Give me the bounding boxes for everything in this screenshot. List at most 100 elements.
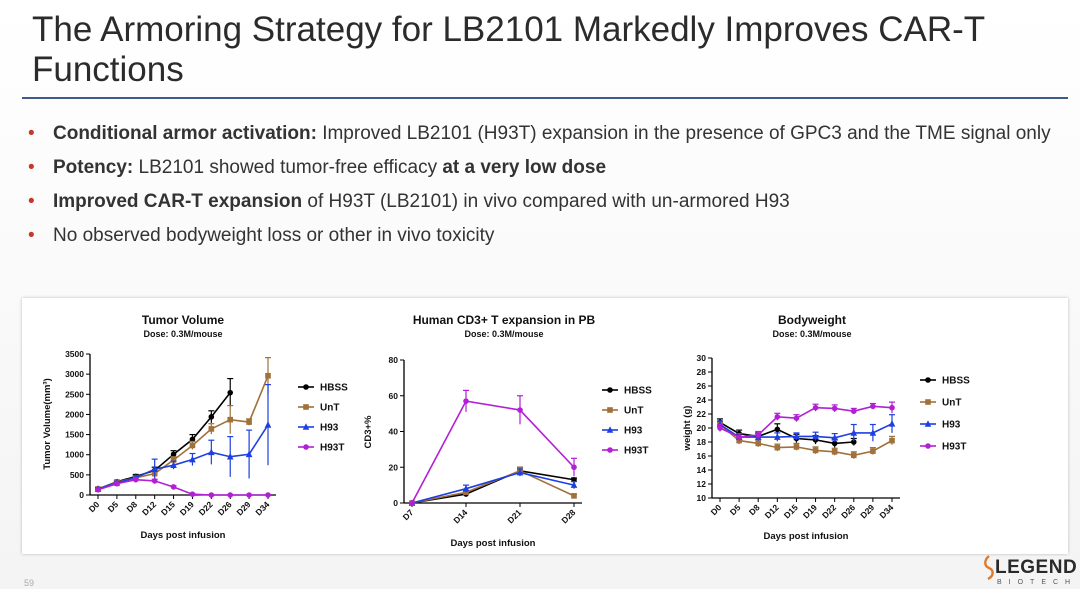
bullet-bold: Potency:: [53, 157, 134, 178]
y-axis-label: weight (g): [682, 406, 693, 452]
marker-square: [755, 440, 762, 447]
marker-dot: [736, 434, 742, 440]
x-tick-label: D15: [159, 499, 177, 517]
x-tick-label: D15: [782, 502, 800, 520]
bullet-bold: Conditional armor activation:: [53, 123, 317, 144]
marker-dot: [812, 404, 819, 411]
marker-triangle: [170, 461, 177, 468]
x-tick-label: D0: [87, 499, 102, 514]
y-tick-label: 24: [697, 395, 707, 405]
marker-square: [812, 447, 819, 454]
marker-dot: [774, 414, 781, 420]
marker-triangle: [516, 468, 524, 476]
marker-square: [265, 372, 271, 379]
slide-title: The Armoring Strategy for LB2101 Markedl…: [32, 10, 985, 89]
y-tick-label: 3000: [65, 369, 84, 379]
legend-label: UnT: [942, 398, 961, 409]
x-tick-label: D34: [877, 502, 895, 520]
marker-dot: [889, 404, 895, 411]
y-tick-label: 500: [70, 470, 84, 480]
marker-triangle: [570, 481, 578, 488]
bullet-bold-emphasis: at a very low dose: [442, 157, 607, 178]
marker-dot: [189, 491, 196, 497]
marker-square: [170, 457, 177, 463]
logo-sub: BIOTECH: [997, 579, 1078, 586]
marker-circle: [850, 439, 857, 445]
x-tick-label: D0: [709, 502, 724, 517]
marker-dot: [409, 500, 415, 506]
chart-title: Bodyweight: [778, 313, 846, 327]
bullet-item: • Conditional armor activation: Improved…: [28, 122, 1058, 145]
x-tick-label: D29: [234, 499, 252, 517]
marker-triangle: [245, 450, 253, 458]
y-tick-label: 60: [389, 391, 399, 401]
marker-square: [208, 426, 215, 432]
bullet-dot-icon: •: [28, 157, 35, 178]
series-line-H93: [719, 423, 893, 439]
y-tick-label: 14: [697, 465, 707, 475]
marker-square: [571, 493, 577, 499]
marker-triangle: [924, 420, 932, 427]
bullet-dot-icon: •: [28, 225, 35, 246]
marker-triangle: [793, 432, 800, 440]
legend-label: H93: [624, 426, 643, 437]
series-line-H93: [411, 471, 575, 504]
marker-circle: [774, 426, 781, 433]
marker-dot: [831, 405, 838, 412]
legend-label: H93: [320, 423, 339, 434]
chart-subtitle: Dose: 0.3M/mouse: [143, 329, 222, 339]
marker-square: [889, 437, 895, 444]
marker-triangle: [831, 434, 838, 441]
marker-square: [246, 419, 252, 425]
marker-dot: [571, 464, 577, 471]
marker-triangle: [226, 452, 234, 460]
marker-dot: [755, 432, 762, 438]
marker-square: [774, 444, 781, 451]
marker-dot: [303, 444, 309, 450]
marker-dot: [95, 486, 101, 493]
title-divider: [22, 97, 1068, 99]
marker-circle: [189, 436, 196, 443]
y-tick-label: 2000: [65, 409, 84, 419]
series-line-UnT: [719, 423, 893, 457]
legend-label: UnT: [624, 406, 643, 417]
marker-circle: [227, 389, 234, 396]
series-line-UnT: [411, 469, 575, 504]
y-tick-label: 80: [389, 355, 399, 365]
chart-subtitle: Dose: 0.3M/mouse: [772, 329, 851, 339]
y-tick-label: 3500: [65, 349, 84, 359]
marker-dot: [132, 476, 139, 483]
chart-title: Human CD3+ T expansion in PB: [413, 313, 596, 327]
chart-title: Tumor Volume: [142, 313, 225, 327]
marker-dot: [607, 447, 613, 453]
marker-dot: [717, 425, 723, 431]
y-tick-label: 20: [697, 423, 707, 433]
marker-circle: [607, 387, 613, 393]
series-line-HBSS: [97, 392, 231, 490]
marker-dot: [265, 492, 271, 498]
bullet-text: Improved LB2101 (H93T) expansion in the …: [316, 123, 1051, 144]
legend-label: HBSS: [320, 383, 348, 394]
marker-dot: [925, 443, 931, 449]
y-axis-label: Tumor Volume(mm³): [42, 378, 53, 469]
marker-circle: [170, 451, 177, 458]
marker-circle: [925, 377, 931, 383]
marker-triangle: [606, 426, 614, 433]
legend-label: H93T: [942, 442, 966, 453]
x-tick-label: D26: [216, 499, 234, 517]
bullet-text: of H93T (LB2101) in vivo compared with u…: [302, 191, 790, 212]
logo-word: LEGEND: [995, 557, 1078, 578]
bullet-bold: Improved CAR-T expansion: [53, 191, 303, 212]
y-tick-label: 16: [697, 451, 707, 461]
x-axis-label: Days post infusion: [764, 531, 849, 542]
series-line-H93T: [411, 400, 575, 504]
y-tick-label: 1000: [65, 450, 84, 460]
x-tick-label: D12: [140, 499, 158, 517]
x-tick-label: D12: [763, 502, 781, 520]
marker-square: [189, 442, 196, 449]
legend-label: HBSS: [624, 386, 652, 397]
x-tick-label: D21: [505, 507, 523, 525]
marker-dot: [870, 403, 876, 410]
marker-dot: [463, 398, 469, 404]
y-tick-label: 12: [697, 479, 707, 489]
